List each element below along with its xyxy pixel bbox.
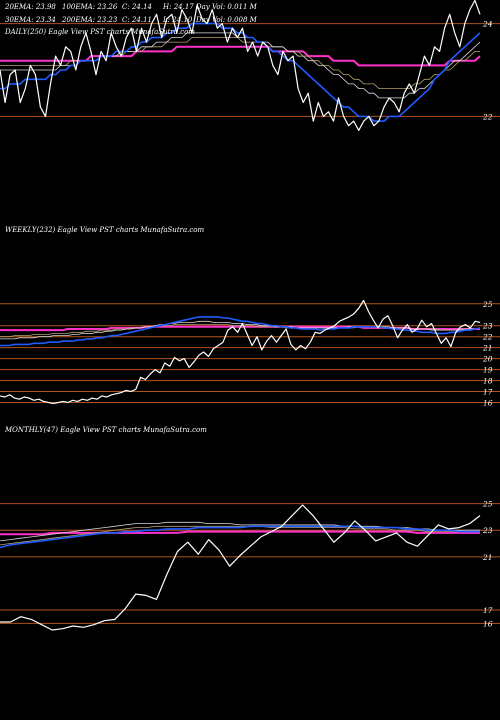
daily-tick-label-24: 24 (482, 20, 493, 29)
weekly-price-series (0, 299, 481, 405)
stat-day-vol-2: Day Vol: 0.008 M (195, 16, 258, 24)
monthly-tick-label-16: 16 (483, 619, 493, 628)
monthly-tick-label-17: 17 (483, 606, 493, 615)
weekly-tick-label-23: 23 (482, 322, 493, 331)
stat-close-1: C: 24.14 (122, 3, 152, 11)
weekly-ema-fast-series (0, 316, 481, 347)
weekly-tick-label-16: 16 (483, 399, 493, 408)
weekly-reference-lines (0, 303, 500, 404)
weekly-price-line (0, 299, 481, 405)
weekly-tick-label-21: 21 (482, 344, 493, 353)
weekly-tick-label-17: 17 (483, 388, 493, 397)
weekly-panel-title: WEEKLY(232) Eagle View PST charts Munafa… (5, 226, 205, 234)
weekly-panel: 25 23 22 21 20 19 18 17 16 (0, 300, 500, 408)
weekly-tick-label-20: 20 (482, 355, 493, 364)
daily-price-line (0, 0, 481, 131)
weekly-axis-labels: 25 23 22 21 20 19 18 17 16 (482, 300, 493, 408)
weekly-tick-label-19: 19 (483, 366, 493, 375)
monthly-ema-lines (0, 521, 480, 549)
weekly-tick-label-22: 22 (482, 333, 493, 342)
stat-low: L: 24.10 (162, 16, 193, 24)
stat-100ema: 100EMA: 23.26 (62, 3, 118, 11)
weekly-tick-label-18: 18 (483, 377, 493, 386)
monthly-axis-labels: 25 23 21 17 16 (482, 500, 493, 629)
monthly-ema-slow-series (0, 530, 480, 536)
stat-high: H: 24.17 (162, 3, 194, 11)
monthly-tick-label-25: 25 (482, 500, 493, 509)
stat-day-vol-1: Day Vol: 0.011 M (195, 3, 258, 11)
stat-20ema: 20EMA: 23.98 (4, 3, 56, 11)
daily-reference-lines (0, 23, 500, 117)
daily-panel: 24 22 (0, 0, 500, 131)
stat-close-2: C: 24.11 (122, 16, 152, 24)
daily-price-series (0, 0, 481, 131)
monthly-price-series (0, 504, 481, 631)
daily-tick-label-22: 22 (482, 112, 493, 121)
header-stats: 20EMA: 23.98 100EMA: 23.26 C: 24.14 H: 2… (4, 3, 258, 24)
monthly-panel: 25 23 21 17 16 (0, 500, 500, 631)
weekly-ema-white-series (0, 320, 481, 340)
daily-panel-title: DAILY(250) Eagle View PST charts MunafaS… (4, 28, 195, 36)
monthly-tick-label-21: 21 (482, 553, 493, 562)
weekly-ema-lines (0, 316, 481, 347)
monthly-panel-title: MONTHLY(47) Eagle View PST charts Munafa… (4, 426, 207, 434)
monthly-tick-label-23: 23 (482, 526, 493, 535)
daily-axis-labels: 24 22 (482, 20, 493, 122)
weekly-tick-label-25: 25 (482, 300, 493, 309)
stat-30ema: 30EMA: 23.34 (5, 16, 56, 24)
monthly-price-line (0, 504, 481, 631)
stat-200ema: 200EMA: 23.23 (61, 16, 118, 24)
monthly-ema-fast-series (0, 525, 480, 549)
monthly-ema-gold-series (0, 525, 480, 546)
